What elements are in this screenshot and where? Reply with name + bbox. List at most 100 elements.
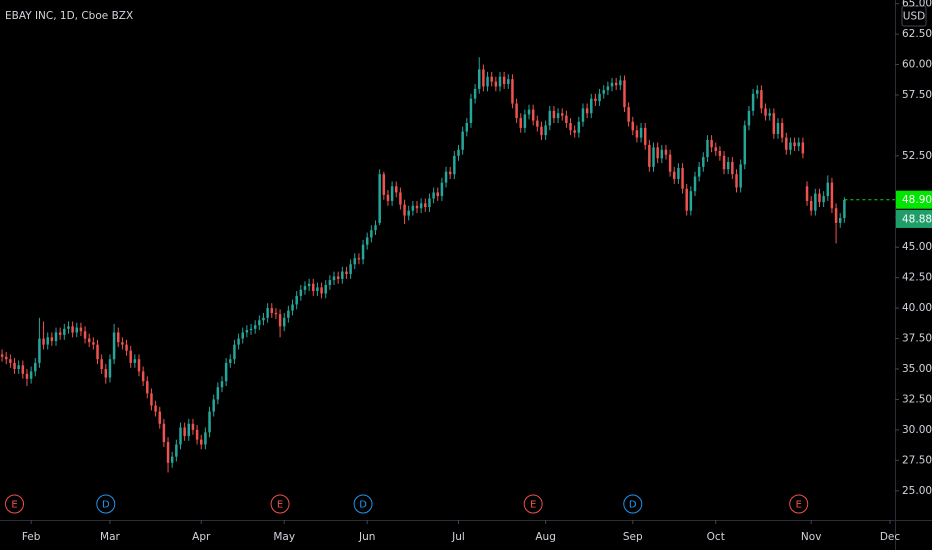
candle-body	[751, 93, 755, 111]
candle-body	[826, 182, 830, 197]
candle-body	[4, 356, 8, 360]
candle-body	[643, 127, 647, 145]
candle-body	[585, 108, 589, 114]
candle-body	[590, 98, 593, 114]
candle-body	[34, 362, 37, 372]
candle-body	[453, 155, 456, 175]
candle-body	[117, 332, 120, 343]
candle-body	[685, 188, 688, 211]
candle-body	[63, 328, 66, 335]
candle-body	[166, 442, 170, 463]
candle-body	[677, 168, 680, 180]
candle-body	[469, 98, 473, 123]
candle-body	[258, 320, 261, 326]
candle-body	[195, 429, 199, 440]
candle-body	[353, 258, 357, 265]
candle-body	[191, 423, 195, 430]
y-tick-label: 62.50	[902, 28, 932, 40]
candle-body	[303, 286, 307, 290]
y-tick-label: 42.50	[902, 272, 932, 284]
candle-body	[656, 147, 659, 159]
candle-body	[693, 176, 697, 192]
candle-body	[697, 166, 701, 177]
y-tick-label: 25.00	[902, 485, 932, 497]
candle-body	[639, 127, 643, 138]
x-tick-label: Feb	[22, 531, 41, 543]
y-tick-label: 57.50	[902, 89, 932, 101]
candle-body	[25, 373, 29, 379]
candle-body	[336, 276, 340, 279]
candle-body	[544, 125, 547, 136]
candle-body	[743, 125, 747, 165]
candle-body	[619, 80, 622, 86]
candle-body	[527, 109, 531, 115]
candle-body	[150, 393, 153, 406]
candle-body	[146, 381, 149, 394]
candle-body	[83, 331, 87, 339]
event-marker	[623, 494, 643, 514]
chart-title: EBAY INC, 1D, Cboe BZX	[5, 10, 133, 22]
candle-body	[797, 142, 800, 147]
candle-body	[233, 344, 236, 360]
candle-body	[602, 90, 605, 94]
candle-body	[419, 203, 423, 209]
candle-body	[818, 193, 821, 203]
candle-body	[731, 161, 734, 175]
candle-body	[58, 332, 62, 335]
candle-body	[461, 131, 464, 150]
candle-body	[722, 155, 726, 170]
candle-body	[556, 113, 560, 119]
candle-body	[38, 338, 41, 363]
candle-body	[92, 342, 95, 345]
candle-body	[631, 121, 635, 131]
candle-body	[627, 107, 630, 122]
event-label: E	[277, 500, 283, 511]
y-tick-label: 27.50	[902, 454, 932, 466]
candle-body	[345, 271, 348, 275]
candle-body	[490, 76, 493, 82]
y-tick-label: 45.00	[902, 241, 932, 253]
candle-body	[154, 405, 157, 412]
candle-body	[79, 327, 83, 332]
x-tick-label: Apr	[192, 531, 211, 543]
candle-body	[710, 140, 713, 148]
candle-body	[411, 205, 415, 211]
x-tick-label: Oct	[707, 531, 725, 543]
candle-body	[838, 217, 842, 223]
candle-body	[299, 289, 303, 296]
candle-body	[635, 130, 639, 138]
candle-body	[614, 82, 618, 86]
candle-body	[755, 90, 759, 94]
candle-body	[486, 76, 489, 87]
candle-body	[772, 113, 776, 134]
candle-body	[370, 230, 373, 238]
candle-body	[374, 225, 377, 231]
candle-body	[552, 110, 556, 119]
candle-body	[805, 186, 809, 201]
candle-body	[21, 365, 25, 374]
candle-body	[341, 271, 344, 279]
candle-body	[50, 337, 54, 341]
candle-body	[689, 191, 693, 211]
event-marker	[5, 494, 25, 514]
candle-body	[241, 332, 244, 339]
candle-body	[170, 456, 174, 463]
candle-body	[448, 171, 452, 175]
candle-body	[365, 237, 369, 245]
candle-body	[515, 103, 518, 119]
candle-body	[349, 264, 352, 275]
candle-body	[282, 317, 286, 327]
candle-body	[229, 359, 232, 363]
candle-body	[75, 327, 79, 333]
candle-body	[623, 80, 626, 108]
candle-body	[610, 82, 614, 87]
candle-body	[395, 186, 398, 193]
price-label: 48.88	[902, 213, 932, 225]
x-tick-label: Mar	[100, 531, 120, 543]
candle-body	[560, 113, 564, 116]
candle-body	[96, 344, 99, 360]
event-label: E	[11, 500, 17, 511]
event-marker	[96, 494, 116, 514]
x-tick-label: May	[273, 531, 295, 543]
y-tick-label: 30.00	[902, 424, 932, 436]
